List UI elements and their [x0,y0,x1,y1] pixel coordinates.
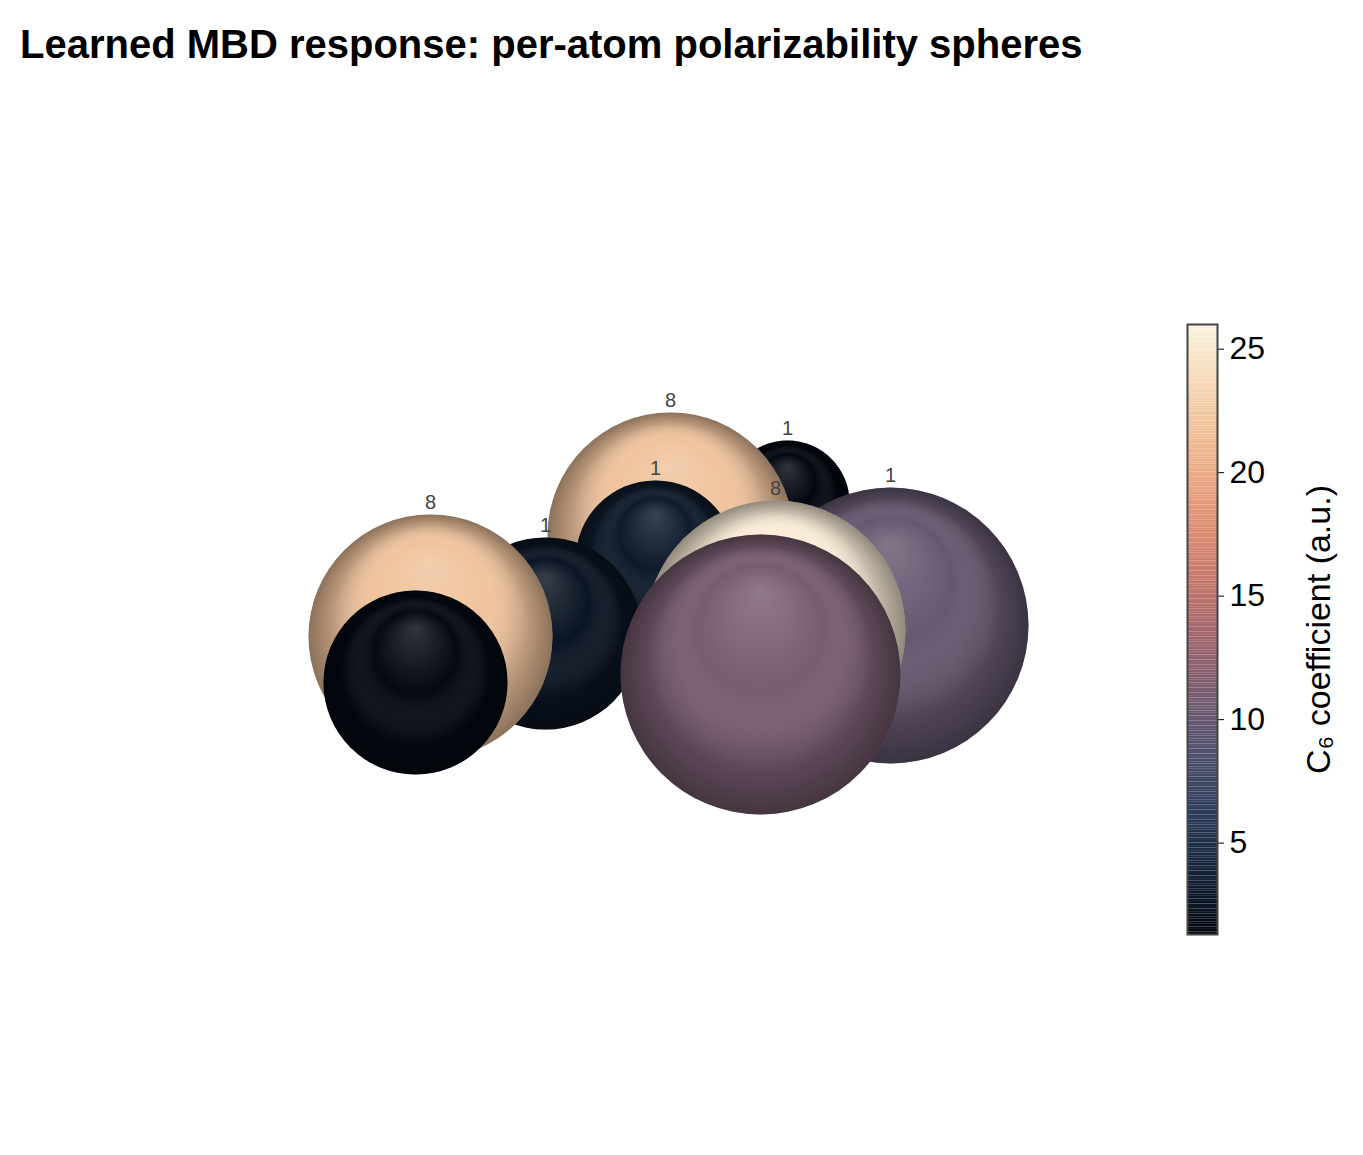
svg-text:8: 8 [770,477,781,499]
html-text:Learned MBD response: per-atom: Learned MBD response: per-atom polarizab… [20,22,1083,66]
svg-text:8: 8 [425,491,436,513]
svg-text:25: 25 [1230,330,1266,366]
svg-text:8: 8 [665,389,676,411]
svg-text:5: 5 [1230,824,1248,860]
svg-text:1: 1 [540,514,551,536]
svg-text:1: 1 [885,464,896,486]
svg-text:1: 1 [650,457,661,479]
svg-text:10: 10 [1230,701,1266,737]
svg-text:15: 15 [1230,577,1266,613]
svg-text:C₆ coefficient (a.u.): C₆ coefficient (a.u.) [1299,485,1337,774]
svg-text:20: 20 [1230,454,1266,490]
svg-text:1: 1 [782,417,793,439]
